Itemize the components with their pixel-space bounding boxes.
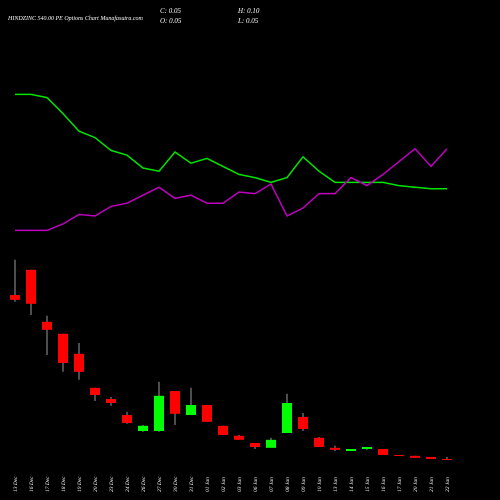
candle-body [106, 399, 116, 403]
x-tick-label: 20 Dec [93, 476, 99, 492]
x-tick-label: 14 Jan [348, 477, 355, 492]
candle-body [330, 447, 340, 450]
candle-body [234, 435, 244, 440]
x-tick-label: 18 Dec [61, 476, 67, 492]
candle-body [346, 449, 356, 451]
info-high: H: 0.10 [237, 7, 260, 15]
candle-body [266, 439, 276, 448]
x-tick-label: 10 Jan [317, 477, 323, 492]
x-tick-label: 26 Dec [141, 476, 147, 492]
x-tick-label: 23 Dec [109, 476, 115, 492]
x-tick-label: 30 Dec [173, 476, 179, 493]
x-tick-label: 09 Jan [301, 477, 307, 492]
candle-body [378, 449, 388, 455]
x-tick-label: 22 Jan [445, 477, 451, 492]
x-tick-label: 16 Dec [29, 476, 35, 492]
x-tick-label: 27 Dec [157, 476, 163, 492]
candle-body [122, 415, 132, 423]
x-tick-label: 21 Jan [429, 477, 435, 492]
candle-body [202, 405, 212, 422]
x-tick-label: 15 Jan [365, 477, 371, 492]
candle-body [58, 333, 68, 363]
candle-body [10, 295, 20, 300]
x-tick-label: 20 Jan [413, 477, 419, 492]
x-tick-label: 07 Jan [269, 477, 275, 492]
candle-body [26, 269, 36, 304]
x-tick-label: 03 Jan [237, 477, 243, 492]
info-low: L: 0.05 [237, 17, 259, 25]
info-close: C: 0.05 [160, 7, 182, 15]
candle-body [442, 459, 452, 460]
x-tick-label: 06 Jan [253, 477, 259, 492]
x-tick-label: 19 Dec [77, 476, 83, 492]
candle-body [218, 425, 228, 435]
indicator-line [15, 147, 448, 232]
x-tick-label: 17 Dec [45, 476, 51, 492]
candle-body [298, 417, 308, 429]
candle-body [90, 387, 100, 395]
candle-body [426, 457, 436, 459]
candle-body [410, 455, 420, 458]
candle-body [42, 321, 52, 330]
x-tick-label: 31 Dec [189, 476, 195, 493]
indicator-line [15, 93, 447, 190]
candle-body [186, 405, 196, 415]
candle-body [314, 437, 324, 447]
x-tick-label: 16 Jan [381, 477, 387, 492]
x-tick-label: 17 Jan [397, 477, 403, 492]
x-tick-label: 02 Jan [221, 477, 227, 492]
chart-title: HINDZINC 540.00 PE Options Chart Munafas… [7, 15, 144, 22]
candle-body [138, 425, 148, 431]
candle-body [250, 443, 260, 447]
candle-body [282, 403, 292, 433]
candle-body [154, 395, 164, 431]
x-tick-label: 24 Dec [124, 476, 131, 492]
x-tick-label: 13 Jan [333, 477, 339, 492]
info-open: O: 0.05 [160, 17, 182, 25]
x-tick-label: 13 Dec [13, 476, 19, 492]
candle-body [74, 353, 84, 372]
candle-body [394, 455, 404, 456]
candle-body [362, 447, 372, 449]
x-tick-label: 01 Jan [205, 477, 211, 492]
candle-body [170, 391, 180, 414]
x-tick-label: 08 Jan [285, 477, 291, 492]
